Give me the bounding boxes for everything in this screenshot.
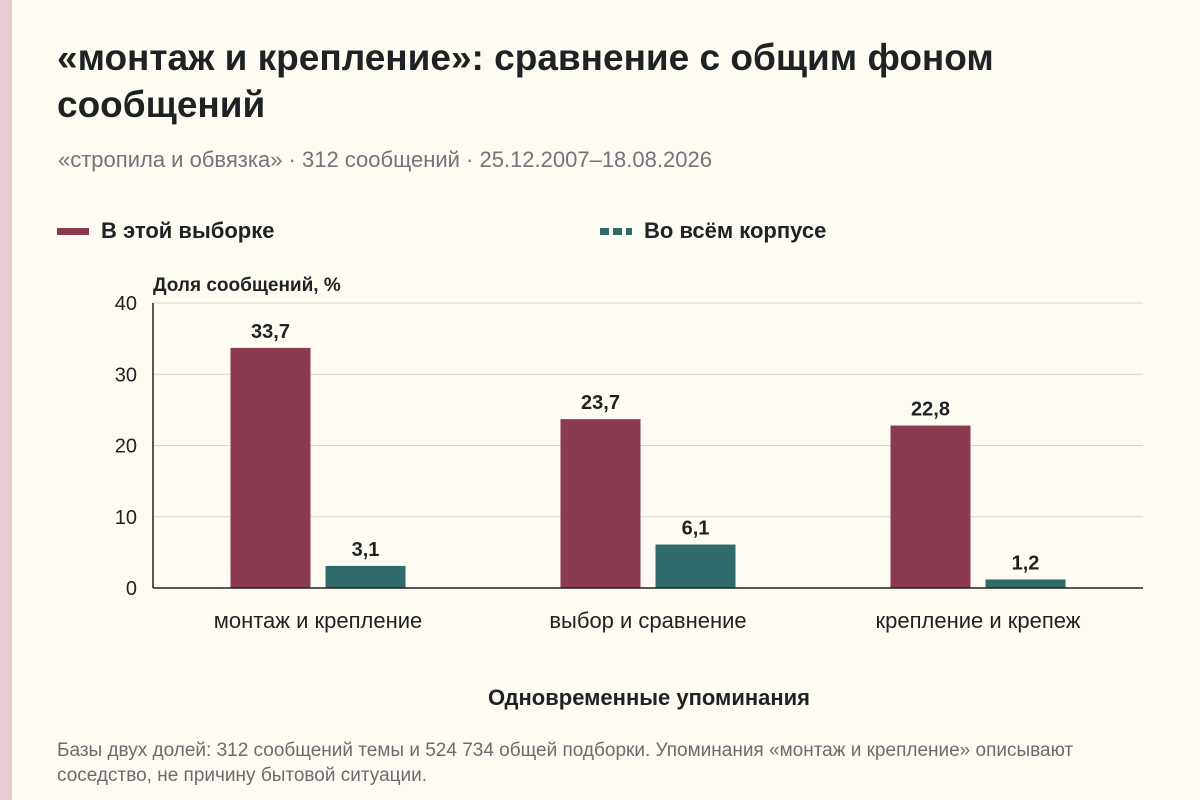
y-axis-title: Доля сообщений, % — [153, 275, 341, 296]
y-tick-label: 10 — [115, 507, 137, 529]
data-label-sample: 33,7 — [251, 321, 290, 343]
category-label: выбор и сравнение — [549, 608, 746, 633]
legend-swatch-sample — [57, 227, 89, 235]
accent-strip — [0, 0, 12, 800]
data-label-sample: 22,8 — [911, 399, 950, 421]
category-labels: монтаж и крепление выбор и сравнение крепл… — [214, 608, 1081, 633]
grid-lines — [153, 302, 1143, 518]
data-label-sample: 23,7 — [581, 392, 620, 414]
bar-sample — [230, 347, 311, 588]
legend-label-corpus: Во всём корпусе — [644, 218, 827, 243]
bar-sample — [560, 419, 641, 588]
data-label-corpus: 1,2 — [1012, 552, 1040, 574]
y-tick-label: 0 — [126, 578, 137, 600]
bars — [230, 347, 1066, 588]
footnote: Базы двух долей: 312 сообщений темы и 52… — [57, 740, 1074, 786]
category-label: монтаж и крепление — [214, 608, 423, 633]
y-tick-label: 30 — [115, 364, 137, 386]
bar-corpus — [985, 579, 1066, 588]
data-label-corpus: 6,1 — [682, 518, 710, 540]
bar-corpus — [655, 544, 736, 588]
legend-label-sample: В этой выборке — [101, 218, 275, 243]
category-label: крепление и крепеж — [876, 608, 1081, 633]
data-labels: 33,7 3,1 23,7 6,1 22,8 1,2 — [251, 321, 1039, 575]
data-label-corpus: 3,1 — [352, 539, 380, 561]
y-tick-labels: 0 10 20 30 40 — [115, 293, 137, 600]
legend-swatch-corpus — [600, 227, 632, 235]
y-tick-label: 20 — [115, 436, 137, 458]
chart-subtitle: «стропила и обвязка» · 312 сообщений · 2… — [58, 147, 712, 172]
bar-sample — [890, 425, 971, 588]
x-axis-title: Одновременные упоминания — [487, 685, 811, 710]
bar-corpus — [325, 565, 406, 588]
legend: В этой выборке Во всём корпусе — [0, 218, 1200, 248]
legend-item-corpus: Во всём корпусе — [600, 218, 826, 244]
legend-item-sample: В этой выборке — [57, 218, 274, 244]
chart-title: «монтаж и крепление»: сравнение с общим … — [57, 37, 994, 125]
y-tick-label: 40 — [115, 293, 137, 315]
